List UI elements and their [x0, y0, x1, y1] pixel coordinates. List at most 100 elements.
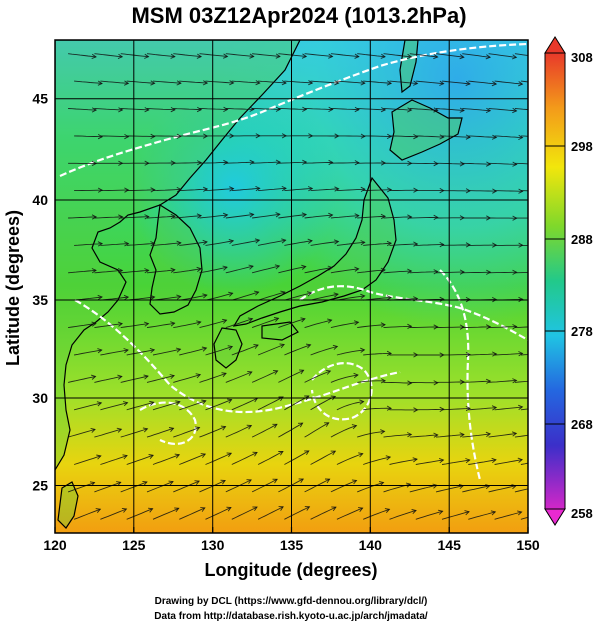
streamline-arrow — [413, 134, 419, 140]
streamline — [363, 508, 390, 520]
streamline-arrow — [246, 424, 253, 430]
streamline-arrow — [196, 213, 203, 219]
streamline — [468, 459, 496, 465]
streamline — [199, 53, 228, 57]
streamline-arrow — [96, 454, 102, 460]
streamline-arrow — [302, 159, 308, 165]
x-tick-marks — [54, 527, 529, 533]
streamline-arrow — [170, 107, 176, 113]
streamline — [435, 381, 465, 383]
streamline — [415, 510, 443, 520]
streamline-arrow — [275, 212, 281, 218]
asian-continent-coastline — [55, 40, 301, 472]
streamline — [68, 216, 97, 219]
streamline-arrow — [485, 54, 492, 60]
streamline — [357, 108, 386, 111]
streamline-arrow — [226, 506, 232, 512]
streamline — [94, 216, 123, 219]
streamline-arrow — [307, 186, 314, 192]
streamline-arrow — [518, 296, 524, 303]
streamline-arrow — [273, 317, 280, 322]
streamline — [74, 80, 103, 84]
streamline-arrow — [143, 321, 150, 327]
streamline — [514, 108, 528, 111]
streamline — [468, 190, 497, 192]
streamline — [100, 189, 129, 192]
streamline-arrow — [168, 427, 175, 432]
streamline — [488, 432, 517, 438]
streamline — [441, 459, 470, 465]
streamline — [488, 485, 516, 493]
streamline-arrow — [150, 80, 156, 86]
streamline-arrow — [174, 507, 180, 513]
streamline-arrow — [360, 293, 366, 299]
streamline — [357, 215, 386, 219]
map-title: MSM 03Z12Apr2024 (1013.2hPa) — [131, 3, 466, 28]
streamline-arrow — [459, 432, 465, 438]
streamline-arrow — [439, 80, 445, 86]
streamline — [100, 402, 128, 411]
streamline-arrow — [91, 107, 98, 113]
streamline-arrow — [407, 214, 413, 220]
streamline — [126, 189, 155, 192]
colorbar-label: 268 — [571, 417, 593, 432]
streamline — [415, 80, 444, 85]
streamline — [462, 433, 491, 438]
streamline — [126, 508, 153, 520]
streamline-arrow — [91, 321, 97, 327]
streamline — [441, 407, 471, 411]
streamline-arrow — [150, 133, 156, 140]
streamline-arrow — [275, 106, 282, 112]
streamline — [152, 242, 181, 246]
streamline — [73, 402, 102, 411]
streamline — [435, 271, 465, 274]
streamline-arrow — [170, 321, 176, 327]
x-tick-label: 130 — [201, 537, 225, 553]
streamline-arrow — [539, 378, 543, 382]
streamline — [225, 425, 252, 438]
streamline — [336, 295, 365, 301]
streamline — [252, 161, 281, 164]
streamline-arrow — [351, 424, 358, 430]
streamline — [383, 381, 412, 384]
streamline-arrow — [273, 370, 279, 375]
streamline — [468, 407, 497, 411]
streamline-arrow — [254, 290, 260, 296]
streamline-arrow — [150, 294, 156, 301]
streamline — [94, 108, 123, 111]
streamline-arrow — [124, 187, 130, 193]
streamline-arrow — [538, 55, 542, 59]
streamline-arrow — [272, 423, 278, 429]
streamline-arrow — [413, 80, 419, 86]
streamline-arrow — [117, 374, 123, 380]
streamline — [100, 508, 127, 520]
streamline — [68, 323, 96, 329]
streamline — [251, 317, 279, 329]
streamline-arrow — [433, 214, 439, 220]
streamline — [179, 241, 208, 246]
streamline-arrow — [121, 507, 128, 513]
streamline — [231, 506, 258, 520]
streamline-arrow — [334, 186, 340, 192]
streamline-arrow — [117, 53, 124, 60]
streamline-arrow — [539, 162, 543, 166]
streamline — [251, 370, 278, 383]
colorbar-bottom-arrow — [544, 508, 566, 526]
streamline-arrow — [512, 161, 518, 167]
streamline — [225, 161, 254, 164]
streamline — [173, 268, 201, 274]
streamline-arrow — [407, 323, 413, 329]
streamline-arrow — [334, 80, 340, 86]
streamline — [494, 352, 523, 356]
streamline — [330, 53, 359, 58]
streamline — [179, 453, 206, 465]
streamline — [336, 507, 363, 520]
streamline-arrow — [412, 457, 418, 463]
streamline — [462, 108, 491, 112]
streamline-arrow — [124, 134, 130, 140]
streamline — [284, 80, 313, 84]
streamline — [284, 187, 313, 192]
streamline — [310, 241, 339, 246]
streamline-arrow — [222, 265, 228, 271]
streamline-arrow — [385, 455, 392, 461]
